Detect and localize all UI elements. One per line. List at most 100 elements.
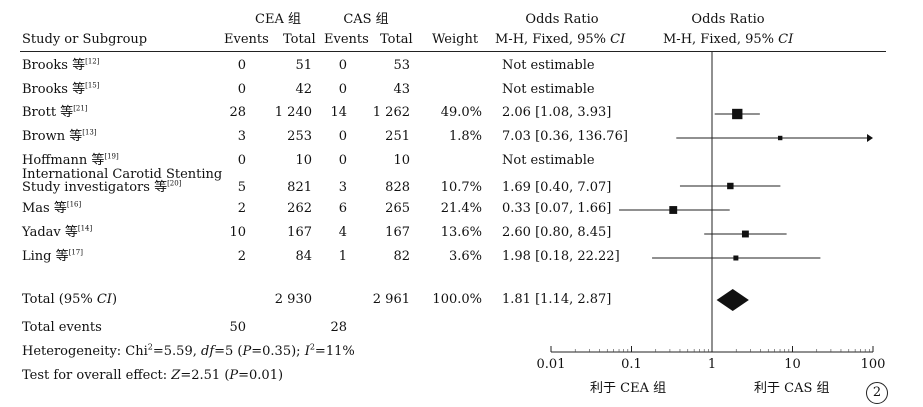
events-cea-cell: 0 <box>237 58 246 73</box>
total-cas-count: 2 961 <box>372 292 410 307</box>
or-value-cell: 2.06 [1.08, 3.93] <box>502 105 612 120</box>
study-name: Brooks 等[15] <box>22 81 100 97</box>
events-cas-cell: 0 <box>338 153 347 168</box>
study-name: Study investigators 等[20] <box>22 179 182 195</box>
total-cas-cell: 828 <box>385 180 410 195</box>
study-estimate-square <box>732 108 743 120</box>
x-tick-label: 1 <box>707 357 717 372</box>
total-cea-cell: 84 <box>295 249 312 264</box>
study-name-line1: International Carotid Stenting <box>22 167 223 182</box>
header-rule <box>20 51 886 52</box>
study-estimate-square <box>733 255 739 261</box>
or-value-cell: Not estimable <box>502 82 595 97</box>
events-cas-cell: 0 <box>338 82 347 97</box>
study-reference: [12] <box>85 57 100 66</box>
ci-overflow-arrow <box>867 134 873 142</box>
weight-cell: 49.0% <box>440 105 482 120</box>
study-reference: [19] <box>104 152 119 161</box>
events-cea-cell: 0 <box>237 153 246 168</box>
weight-header: Weight <box>432 32 479 47</box>
total-cas-cell: 167 <box>385 225 410 240</box>
total-events-cea: 50 <box>229 320 246 335</box>
events-cas-cell: 3 <box>338 180 347 195</box>
or-value-cell: Not estimable <box>502 153 595 168</box>
events-cas-cell: 6 <box>338 201 347 216</box>
pooled-estimate-diamond <box>716 289 749 311</box>
heterogeneity-text: Heterogeneity: Chi2=5.59, df=5 (P=0.35);… <box>22 342 355 359</box>
total-cea-cell: 51 <box>295 58 312 73</box>
events-cea-cell: 2 <box>237 249 246 264</box>
weight-cell: 13.6% <box>440 225 482 240</box>
total-cas-cell: 53 <box>393 58 410 73</box>
events-cas-cell: 14 <box>330 105 347 120</box>
events-cea-cell: 28 <box>229 105 246 120</box>
study-name: Brown 等[13] <box>22 128 97 144</box>
overall-effect-text: Test for overall effect: Z=2.51 (P=0.01) <box>22 368 284 383</box>
plot-column-title: Odds Ratio <box>691 12 765 27</box>
events-cea-cell: 0 <box>237 82 246 97</box>
events-cas-header: Events <box>324 32 369 47</box>
or-value-cell: 0.33 [0.07, 1.66] <box>502 201 612 216</box>
study-reference: [14] <box>77 224 93 233</box>
figure-number-badge: 2 <box>866 382 888 404</box>
favours-cea-label: 利于 CEA 组 <box>590 381 667 396</box>
total-cea-cell: 1 240 <box>274 105 312 120</box>
total-events-cas: 28 <box>330 320 347 335</box>
weight-cell: 21.4% <box>440 201 482 216</box>
total-cas-cell: 265 <box>385 201 410 216</box>
total-cea-cell: 821 <box>287 180 312 195</box>
study-estimate-square <box>777 135 783 141</box>
total-cea-cell: 10 <box>295 153 312 168</box>
weight-cell: 3.6% <box>448 249 482 264</box>
study-name: Ling 等[17] <box>22 248 83 264</box>
x-tick-label: 0.01 <box>536 357 566 372</box>
total-weight: 100.0% <box>432 292 482 307</box>
study-reference: [13] <box>82 128 97 137</box>
total-label: Total (95% CI) <box>22 292 118 307</box>
total-or-value: 1.81 [1.14, 2.87] <box>502 292 612 307</box>
or-value-cell: Not estimable <box>502 58 595 73</box>
total-cea-cell: 42 <box>295 82 312 97</box>
or-column-title: Odds Ratio <box>525 12 599 27</box>
events-cea-cell: 5 <box>237 180 246 195</box>
study-reference: [20] <box>167 179 182 188</box>
study-name: Yadav 等[14] <box>22 224 93 240</box>
study-reference: [21] <box>73 104 88 113</box>
x-tick-label: 100 <box>860 357 886 372</box>
study-reference: [15] <box>85 81 100 90</box>
study-estimate-square <box>727 182 734 190</box>
study-estimate-square <box>741 230 749 238</box>
study-name: Brott 等[21] <box>22 104 88 120</box>
events-cea-cell: 3 <box>237 129 246 144</box>
or-value-cell: 1.69 [0.40, 7.07] <box>502 180 612 195</box>
events-cas-cell: 1 <box>338 249 347 264</box>
or-value-cell: 7.03 [0.36, 136.76] <box>502 129 628 144</box>
events-cas-cell: 0 <box>338 58 347 73</box>
or-value-cell: 1.98 [0.18, 22.22] <box>502 249 620 264</box>
total-cea-cell: 253 <box>287 129 312 144</box>
or-value-cell: 2.60 [0.80, 8.45] <box>502 225 612 240</box>
total-cas-cell: 43 <box>393 82 410 97</box>
group-label-cea: CEA 组 <box>255 12 301 27</box>
x-tick-label: 10 <box>784 357 801 372</box>
events-cea-cell: 2 <box>237 201 246 216</box>
study-column-header: Study or Subgroup <box>22 32 148 47</box>
x-tick-label: 0.1 <box>621 357 642 372</box>
weight-cell: 1.8% <box>448 129 482 144</box>
events-cas-cell: 4 <box>338 225 347 240</box>
total-cas-cell: 82 <box>393 249 410 264</box>
group-label-cas: CAS 组 <box>343 12 389 27</box>
total-cas-cell: 251 <box>385 129 410 144</box>
total-events-label: Total events <box>22 320 102 335</box>
total-cas-cell: 10 <box>393 153 410 168</box>
study-reference: [17] <box>68 248 83 257</box>
total-cea-cell: 262 <box>287 201 312 216</box>
study-name: Mas 等[16] <box>22 200 82 216</box>
study-reference: [16] <box>66 200 82 209</box>
total-cas-cell: 1 262 <box>372 105 410 120</box>
plot-method-header: M-H, Fixed, 95% CI <box>663 32 794 47</box>
total-cea-header: Total <box>283 32 316 47</box>
events-cas-cell: 0 <box>338 129 347 144</box>
